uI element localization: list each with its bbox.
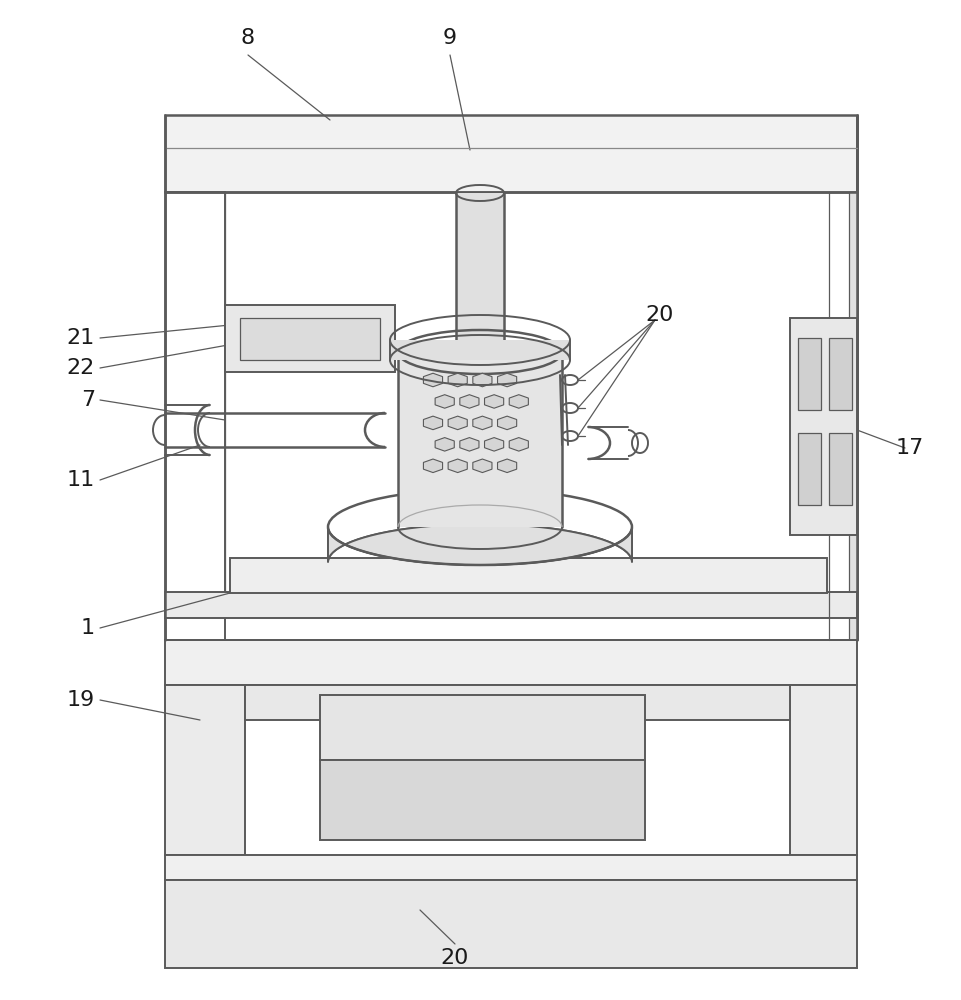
Polygon shape <box>829 433 852 505</box>
Polygon shape <box>165 855 857 880</box>
Text: 11: 11 <box>66 470 95 490</box>
Polygon shape <box>390 340 570 360</box>
Polygon shape <box>435 395 455 408</box>
Polygon shape <box>245 685 790 720</box>
Polygon shape <box>320 760 645 840</box>
Polygon shape <box>498 416 517 430</box>
Text: 17: 17 <box>896 438 924 458</box>
Polygon shape <box>230 558 827 593</box>
Polygon shape <box>448 373 467 387</box>
Polygon shape <box>165 592 857 618</box>
Polygon shape <box>435 438 455 451</box>
Text: 21: 21 <box>66 328 95 348</box>
Polygon shape <box>798 338 821 410</box>
Polygon shape <box>484 395 504 408</box>
Text: 19: 19 <box>66 690 95 710</box>
Polygon shape <box>398 352 562 527</box>
Polygon shape <box>456 193 504 340</box>
Polygon shape <box>790 685 857 855</box>
Polygon shape <box>829 338 852 410</box>
Polygon shape <box>473 416 492 430</box>
Text: 9: 9 <box>443 28 457 48</box>
Polygon shape <box>240 318 380 360</box>
Polygon shape <box>165 640 857 685</box>
Polygon shape <box>484 438 504 451</box>
Polygon shape <box>498 459 517 473</box>
Polygon shape <box>424 459 443 473</box>
Polygon shape <box>225 305 395 372</box>
Text: 20: 20 <box>441 948 469 968</box>
Polygon shape <box>790 318 857 535</box>
Polygon shape <box>849 192 857 640</box>
Polygon shape <box>459 438 479 451</box>
Polygon shape <box>509 438 529 451</box>
Polygon shape <box>328 524 632 565</box>
Text: 22: 22 <box>66 358 95 378</box>
Polygon shape <box>320 695 645 760</box>
Polygon shape <box>798 433 821 505</box>
Text: 7: 7 <box>81 390 95 410</box>
Polygon shape <box>498 373 517 387</box>
Polygon shape <box>509 395 529 408</box>
Polygon shape <box>424 416 443 430</box>
Polygon shape <box>448 416 467 430</box>
Polygon shape <box>424 373 443 387</box>
Polygon shape <box>473 373 492 387</box>
Text: 8: 8 <box>241 28 255 48</box>
Polygon shape <box>165 115 857 192</box>
Text: 20: 20 <box>646 305 675 325</box>
Polygon shape <box>473 459 492 473</box>
Polygon shape <box>459 395 479 408</box>
Polygon shape <box>448 459 467 473</box>
Polygon shape <box>165 880 857 968</box>
Text: 1: 1 <box>81 618 95 638</box>
Polygon shape <box>165 685 245 855</box>
